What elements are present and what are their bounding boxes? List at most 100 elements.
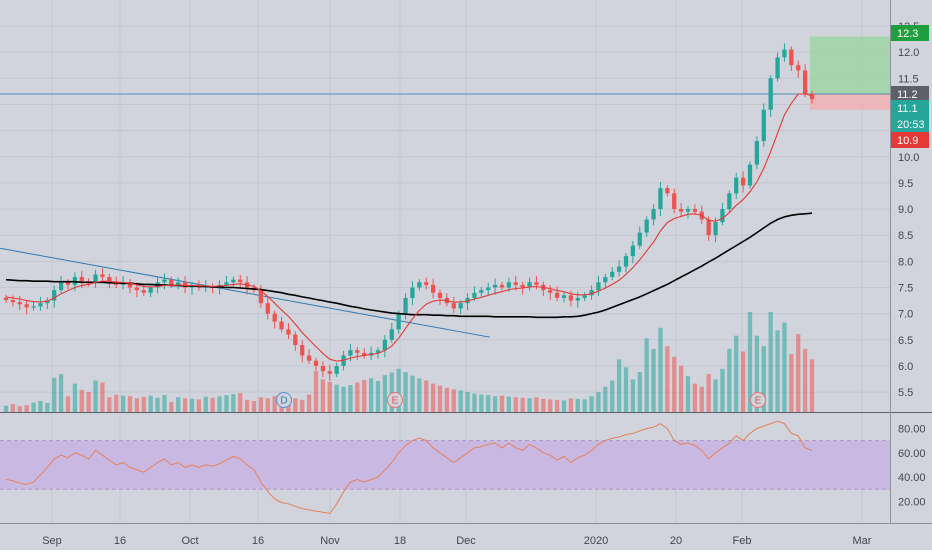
volume-bar: [396, 368, 401, 412]
volume-bar: [775, 330, 780, 412]
price-tick-label: 6.0: [898, 361, 913, 373]
volume-bar: [492, 396, 498, 412]
volume-bar: [513, 397, 518, 412]
candle-body: [651, 209, 656, 220]
volume-bar: [348, 385, 353, 412]
candle-body: [169, 279, 174, 285]
candle-body: [100, 274, 105, 278]
bar-countdown-label-text: 20:53: [897, 119, 925, 131]
volume-bar: [747, 312, 753, 412]
candle-body: [713, 222, 718, 236]
price-labels: 12.3 11.2 11.1 20:53 10.9: [891, 25, 929, 148]
volume-bar: [189, 398, 195, 412]
time-tick-label: Feb: [733, 535, 752, 547]
candle-body: [141, 290, 146, 293]
volume-bar: [678, 365, 684, 412]
volume-bar: [231, 394, 236, 412]
candle-body: [782, 49, 787, 58]
candle-body: [568, 295, 574, 301]
volume-bar: [217, 396, 222, 412]
candle-body: [472, 292, 477, 298]
volume-bar: [45, 403, 50, 412]
candle-body: [293, 334, 298, 346]
volume-bar: [65, 396, 71, 412]
volume-bar: [458, 390, 463, 412]
candle-body: [3, 297, 9, 301]
rsi-panel: [0, 420, 890, 515]
volume-bar: [52, 377, 57, 412]
price-tick-label: 8.0: [898, 256, 913, 268]
candle-body: [17, 302, 22, 305]
volume-bar: [58, 374, 64, 412]
candle-body: [561, 295, 567, 298]
candle-body: [93, 274, 98, 284]
volume-bar: [141, 396, 146, 412]
candle-body: [768, 78, 773, 110]
candle-body: [506, 282, 512, 288]
candle-body: [410, 287, 415, 298]
candle-body: [375, 350, 381, 353]
rsi-tick-label: 60.00: [898, 448, 926, 460]
candle-body: [513, 282, 518, 285]
candle-body: [589, 290, 594, 296]
candle-body: [313, 360, 319, 366]
volume-bar: [465, 392, 470, 412]
event-marker[interactable]: E: [750, 392, 766, 408]
rsi-tick-label: 80.00: [898, 424, 926, 436]
volume-bar: [796, 334, 801, 412]
volume-bar: [479, 394, 484, 412]
volume-bar: [300, 399, 305, 412]
volume-bar: [672, 356, 677, 412]
volume-bar: [768, 312, 773, 412]
rsi-tick-label: 20.00: [898, 496, 926, 508]
candle-body: [575, 297, 580, 301]
candle-body: [265, 303, 270, 314]
candle-body: [554, 292, 560, 298]
candle-body: [548, 290, 553, 293]
volume-bar: [341, 386, 346, 412]
candle-body: [31, 306, 36, 308]
candle-body: [382, 339, 388, 351]
event-marker[interactable]: E: [387, 392, 403, 408]
volume-bar: [293, 398, 298, 412]
candle-body: [65, 282, 71, 285]
target-zone: [810, 36, 890, 94]
time-tick-label: Mar: [853, 535, 872, 547]
rsi-tick-label: 40.00: [898, 472, 926, 484]
candle-body: [789, 49, 794, 66]
earnings-marker-circle: [387, 392, 403, 408]
time-tick-label: 20: [670, 535, 682, 547]
candle-body: [644, 219, 649, 233]
volume-bar: [31, 402, 36, 412]
candle-body: [451, 303, 456, 309]
candle-body: [796, 65, 801, 71]
rsi-band: [0, 440, 890, 490]
candle-body: [45, 300, 50, 304]
candle-body: [610, 271, 615, 278]
volume-bar: [38, 400, 43, 412]
candle-body: [52, 290, 57, 301]
candle-body: [658, 188, 663, 210]
candle-body: [747, 164, 753, 186]
volume-bar: [430, 383, 436, 412]
volume-bar: [224, 395, 229, 412]
volume-bar: [355, 382, 360, 412]
event-marker-label: D: [280, 396, 287, 407]
volume-bar: [589, 396, 594, 412]
volume-bar: [437, 385, 443, 412]
volume-bar: [527, 398, 532, 412]
earnings-marker-circle: [750, 392, 766, 408]
candle-body: [389, 329, 394, 340]
time-axis[interactable]: Sep 16 Oct 16 Nov 18 Dec 2020 20 Feb Mar: [0, 523, 932, 548]
volume-bar: [72, 383, 78, 412]
event-marker-label: E: [755, 396, 762, 407]
event-marker[interactable]: D: [276, 392, 292, 408]
candle-body: [582, 295, 587, 298]
slow-moving-average-line: [5, 212, 813, 319]
candle-body: [38, 303, 43, 307]
volume-bar: [506, 396, 512, 412]
time-tick-label: 18: [394, 535, 406, 547]
candle-body: [692, 209, 698, 212]
